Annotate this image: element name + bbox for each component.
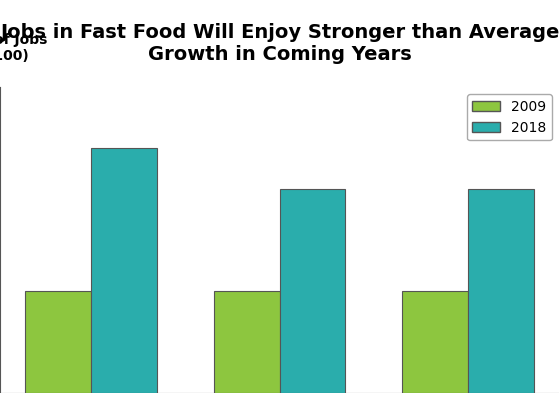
- Text: Jobs in Fast Food Will Enjoy Stronger than Average
Growth in Coming Years: Jobs in Fast Food Will Enjoy Stronger th…: [0, 23, 559, 64]
- Bar: [25, 291, 91, 393]
- Bar: [280, 189, 345, 393]
- Bar: [402, 291, 468, 393]
- Legend: 2009, 2018: 2009, 2018: [467, 94, 552, 140]
- Bar: [214, 291, 280, 393]
- Bar: [468, 189, 534, 393]
- Bar: [91, 149, 157, 393]
- Text: Number of Jobs
(2009 = 100): Number of Jobs (2009 = 100): [0, 33, 48, 63]
